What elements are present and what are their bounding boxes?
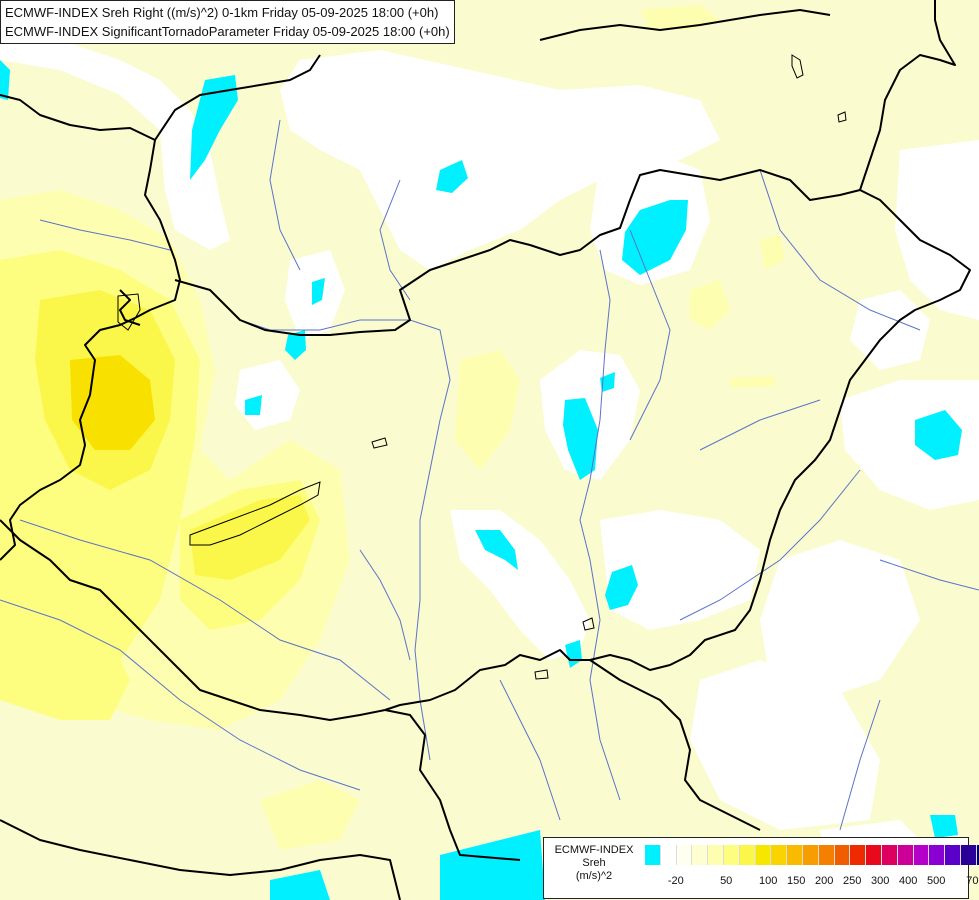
legend-swatch	[976, 845, 979, 865]
title-line-sreh: ECMWF-INDEX Sreh Right ((m/s)^2) 0-1km F…	[5, 5, 439, 20]
legend-swatches	[645, 845, 979, 865]
legend-model: ECMWF-INDEX	[554, 844, 634, 856]
legend-swatch	[802, 845, 819, 865]
legend-tick-label: 250	[843, 875, 862, 887]
color-legend: ECMWF-INDEX Sreh (m/s)^2 -20 50 100 150 200 2…	[543, 837, 979, 899]
legend-swatch	[676, 845, 693, 865]
legend-tick-label: 100	[759, 875, 778, 887]
legend-swatch	[913, 845, 930, 865]
legend-tick-label: 200	[815, 875, 834, 887]
legend-swatch	[897, 845, 914, 865]
legend-unit: (m/s)^2	[575, 870, 613, 882]
lakes	[117, 54, 847, 680]
legend-swatch	[850, 845, 867, 865]
legend-tick-label: 700	[966, 875, 979, 887]
legend-ticks: -20 50 100 150 200 250 300 400 500 700	[645, 875, 979, 889]
legend-swatch	[834, 845, 851, 865]
legend-variable: Sreh	[582, 857, 606, 869]
legend-swatch	[945, 845, 961, 865]
legend-swatch	[881, 845, 898, 865]
legend-swatch	[818, 845, 835, 865]
legend-swatch	[723, 845, 740, 865]
legend-swatch	[866, 845, 882, 865]
rivers	[0, 119, 979, 831]
legend-tick-label: 500	[927, 875, 946, 887]
legend-tick-label: 400	[899, 875, 918, 887]
legend-title-block: ECMWF-INDEX Sreh (m/s)^2	[544, 844, 644, 883]
legend-tick-label: 300	[871, 875, 890, 887]
title-line-stp: ECMWF-INDEX SignificantTornadoParameter …	[5, 24, 450, 39]
sreh-yellow-areas	[0, 5, 785, 850]
legend-swatch	[787, 845, 803, 865]
legend-swatch	[960, 845, 977, 865]
legend-swatch	[645, 845, 661, 865]
legend-swatch	[692, 845, 709, 865]
legend-tick-label: 50	[720, 875, 733, 887]
legend-tick-label: 150	[787, 875, 806, 887]
legend-swatch	[755, 845, 772, 865]
sreh-cyan-areas	[0, 60, 962, 900]
legend-swatch	[660, 845, 677, 865]
legend-swatch	[929, 845, 946, 865]
legend-swatch	[708, 845, 724, 865]
legend-swatch	[739, 845, 756, 865]
map-title-box: ECMWF-INDEX Sreh Right ((m/s)^2) 0-1km F…	[0, 0, 455, 44]
legend-swatch	[771, 845, 788, 865]
legend-tick-label: -20	[667, 875, 684, 887]
